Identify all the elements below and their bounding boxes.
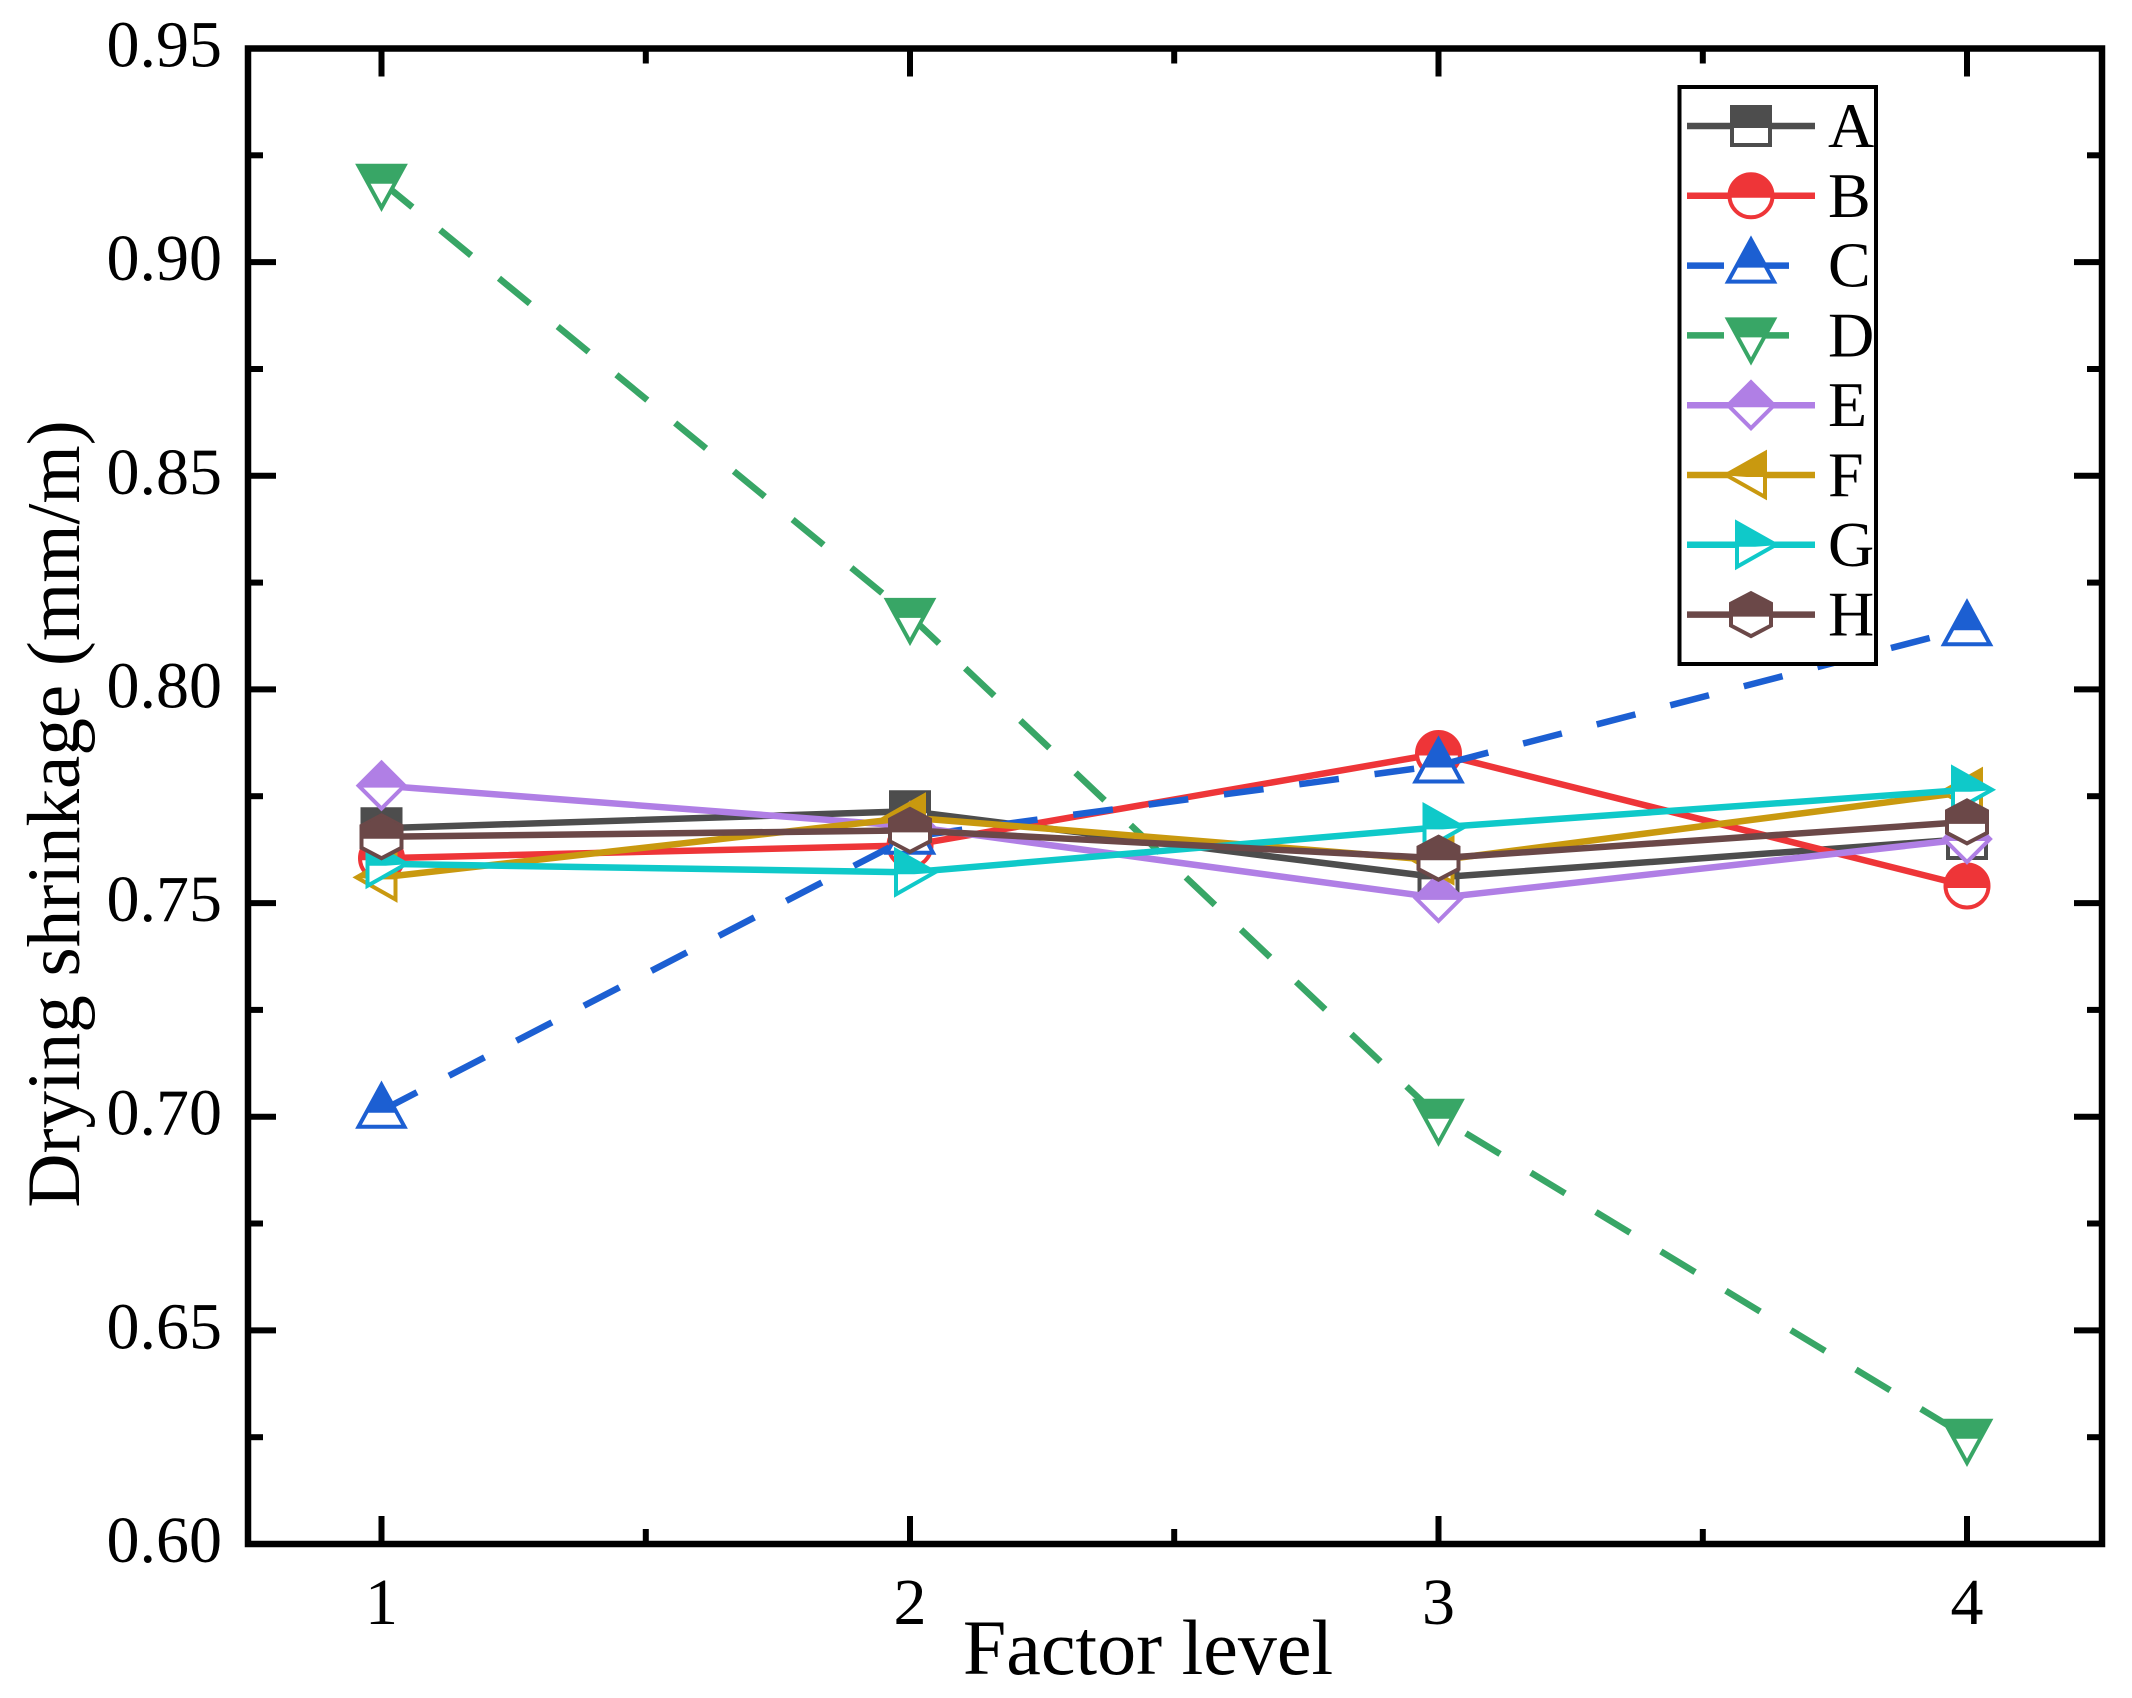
svg-text:E: E bbox=[1828, 369, 1867, 440]
svg-text:0.75: 0.75 bbox=[107, 863, 223, 936]
svg-text:4: 4 bbox=[1951, 1566, 1984, 1639]
svg-text:D: D bbox=[1828, 299, 1874, 370]
svg-text:0.70: 0.70 bbox=[107, 1077, 223, 1150]
svg-text:0.90: 0.90 bbox=[107, 222, 223, 295]
svg-text:B: B bbox=[1828, 160, 1871, 231]
svg-text:0.60: 0.60 bbox=[107, 1504, 223, 1577]
svg-text:0.65: 0.65 bbox=[107, 1290, 223, 1363]
svg-text:G: G bbox=[1828, 509, 1874, 580]
svg-text:Factor level: Factor level bbox=[963, 1604, 1333, 1691]
svg-text:0.95: 0.95 bbox=[107, 9, 223, 82]
svg-text:F: F bbox=[1828, 439, 1864, 510]
svg-text:H: H bbox=[1828, 579, 1874, 650]
svg-text:0.80: 0.80 bbox=[107, 649, 223, 722]
svg-text:0.85: 0.85 bbox=[107, 436, 223, 509]
svg-text:C: C bbox=[1828, 230, 1871, 301]
svg-text:A: A bbox=[1828, 90, 1874, 161]
svg-text:1: 1 bbox=[365, 1566, 398, 1639]
svg-text:2: 2 bbox=[894, 1566, 927, 1639]
svg-text:Drying shrinkage (mm/m): Drying shrinkage (mm/m) bbox=[13, 420, 96, 1207]
svg-text:3: 3 bbox=[1422, 1566, 1455, 1639]
